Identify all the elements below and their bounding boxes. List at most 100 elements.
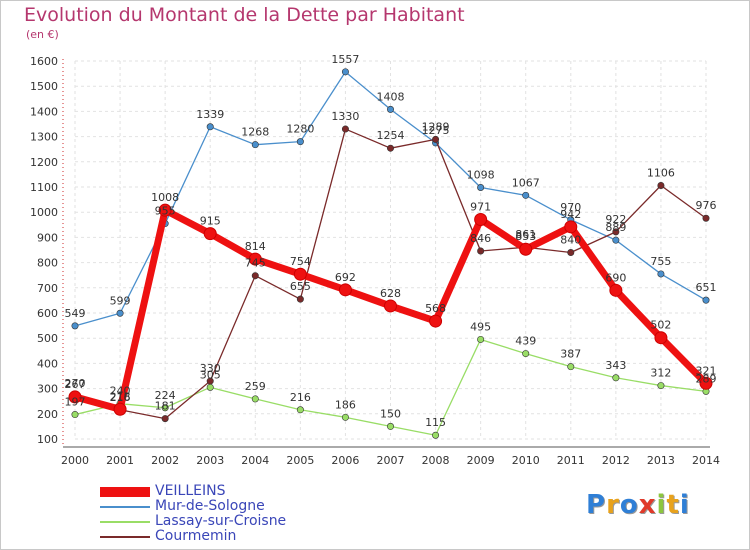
legend-label: VEILLEINS bbox=[155, 483, 226, 499]
x-tick-label: 2014 bbox=[692, 454, 720, 467]
data-label: 1106 bbox=[647, 166, 675, 179]
data-label: 343 bbox=[605, 359, 626, 372]
data-point bbox=[251, 272, 259, 280]
data-point bbox=[477, 247, 485, 255]
data-label: 651 bbox=[696, 281, 717, 294]
data-label: 840 bbox=[560, 234, 581, 247]
x-tick-label: 2007 bbox=[377, 454, 405, 467]
logo-letter: P bbox=[586, 490, 607, 520]
y-tick-label: 1600 bbox=[30, 55, 58, 68]
data-point bbox=[477, 335, 485, 343]
data-label: 1098 bbox=[467, 169, 495, 182]
data-point bbox=[386, 422, 394, 430]
data-point bbox=[251, 141, 259, 149]
data-label: 1280 bbox=[286, 123, 314, 136]
data-point bbox=[293, 267, 307, 281]
legend-swatch bbox=[100, 536, 150, 538]
y-tick-label: 1500 bbox=[30, 80, 58, 93]
data-point bbox=[429, 314, 443, 328]
data-label: 150 bbox=[380, 407, 401, 420]
data-point bbox=[609, 283, 623, 297]
x-tick-label: 2009 bbox=[467, 454, 495, 467]
x-tick-label: 2013 bbox=[647, 454, 675, 467]
data-label: 628 bbox=[380, 287, 401, 300]
y-tick-label: 1000 bbox=[30, 206, 58, 219]
data-label: 270 bbox=[65, 377, 86, 390]
data-point bbox=[612, 228, 620, 236]
legend-swatch bbox=[100, 487, 150, 497]
legend-label: Mur-de-Sologne bbox=[155, 498, 265, 514]
x-tick-label: 2005 bbox=[286, 454, 314, 467]
data-point bbox=[522, 350, 530, 358]
y-tick-label: 600 bbox=[37, 307, 58, 320]
data-label: 1268 bbox=[241, 126, 269, 139]
data-label: 216 bbox=[290, 391, 311, 404]
data-label: 1275 bbox=[422, 124, 450, 137]
data-label: 387 bbox=[560, 348, 581, 361]
y-tick-label: 400 bbox=[37, 357, 58, 370]
data-label: 922 bbox=[605, 213, 626, 226]
data-label: 439 bbox=[515, 335, 536, 348]
proxiti-logo: Proxiti bbox=[586, 490, 690, 520]
data-point bbox=[206, 377, 214, 385]
data-point bbox=[654, 331, 668, 345]
x-tick-label: 2004 bbox=[241, 454, 269, 467]
data-label: 240 bbox=[110, 385, 131, 398]
legend-swatch bbox=[100, 521, 150, 523]
data-label: 186 bbox=[335, 398, 356, 411]
chart-subtitle: (en €) bbox=[26, 28, 59, 41]
data-point bbox=[657, 382, 665, 390]
data-point bbox=[296, 138, 304, 146]
data-label: 942 bbox=[560, 208, 581, 221]
y-tick-label: 500 bbox=[37, 332, 58, 345]
x-tick-label: 2011 bbox=[557, 454, 585, 467]
data-point bbox=[341, 413, 349, 421]
legend-label: Lassay-sur-Croisne bbox=[155, 513, 287, 529]
data-label: 312 bbox=[650, 367, 671, 380]
y-tick-label: 200 bbox=[37, 408, 58, 421]
data-label: 568 bbox=[425, 302, 446, 315]
data-label: 745 bbox=[245, 257, 266, 270]
data-point bbox=[477, 184, 485, 192]
data-label: 289 bbox=[696, 372, 717, 385]
data-point bbox=[384, 299, 397, 313]
data-label: 224 bbox=[155, 389, 176, 402]
data-label: 976 bbox=[696, 199, 717, 212]
data-label: 259 bbox=[245, 380, 266, 393]
data-label: 549 bbox=[65, 307, 86, 320]
data-point bbox=[71, 322, 79, 330]
data-point bbox=[161, 404, 169, 412]
data-point bbox=[341, 125, 349, 133]
y-tick-label: 300 bbox=[37, 383, 58, 396]
x-tick-label: 2010 bbox=[512, 454, 540, 467]
y-tick-label: 800 bbox=[37, 257, 58, 270]
data-point bbox=[432, 431, 440, 439]
data-label: 1067 bbox=[512, 176, 540, 189]
data-label: 692 bbox=[335, 271, 356, 284]
x-tick-label: 2002 bbox=[151, 454, 179, 467]
y-tick-label: 100 bbox=[37, 433, 58, 446]
data-label: 115 bbox=[425, 416, 446, 429]
x-tick-label: 2006 bbox=[331, 454, 359, 467]
data-point bbox=[522, 191, 530, 199]
data-label: 1008 bbox=[151, 191, 179, 204]
data-point bbox=[567, 363, 575, 371]
legend-swatch bbox=[100, 506, 150, 508]
data-label: 502 bbox=[650, 319, 671, 332]
data-point bbox=[113, 402, 127, 416]
data-point bbox=[699, 376, 713, 390]
data-point bbox=[296, 406, 304, 414]
data-label: 915 bbox=[200, 215, 221, 228]
data-point bbox=[296, 295, 304, 303]
logo-letter: o bbox=[619, 490, 639, 520]
data-label: 853 bbox=[515, 230, 536, 243]
data-label: 495 bbox=[470, 320, 491, 333]
data-point bbox=[251, 395, 259, 403]
data-point bbox=[474, 213, 488, 227]
data-point bbox=[519, 242, 533, 256]
data-label: 846 bbox=[470, 232, 491, 245]
x-tick-label: 2008 bbox=[422, 454, 450, 467]
data-point bbox=[432, 135, 440, 143]
data-label: 690 bbox=[605, 271, 626, 284]
data-label: 755 bbox=[650, 255, 671, 268]
